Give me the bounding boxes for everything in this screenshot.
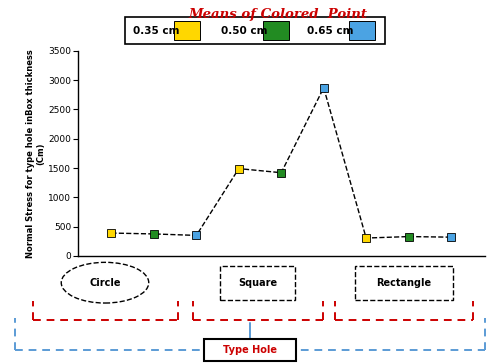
Y-axis label: Normal Stress for type hole inBox thickness
(Cm): Normal Stress for type hole inBox thickn… (26, 49, 46, 258)
FancyBboxPatch shape (348, 21, 374, 40)
FancyBboxPatch shape (220, 266, 295, 300)
Text: Rectangle: Rectangle (376, 278, 432, 288)
FancyBboxPatch shape (263, 21, 289, 40)
Text: Means of Colored  Point: Means of Colored Point (188, 8, 367, 21)
Text: Square: Square (238, 278, 277, 288)
FancyBboxPatch shape (174, 21, 201, 40)
Text: 0.65 cm: 0.65 cm (307, 26, 354, 36)
Text: 0.35 cm: 0.35 cm (133, 26, 180, 36)
Text: Circle: Circle (89, 278, 121, 288)
FancyBboxPatch shape (204, 339, 296, 361)
Text: 0.50 cm: 0.50 cm (221, 26, 268, 36)
FancyBboxPatch shape (355, 266, 453, 300)
Text: Type Hole: Type Hole (223, 345, 277, 355)
Ellipse shape (61, 262, 149, 303)
